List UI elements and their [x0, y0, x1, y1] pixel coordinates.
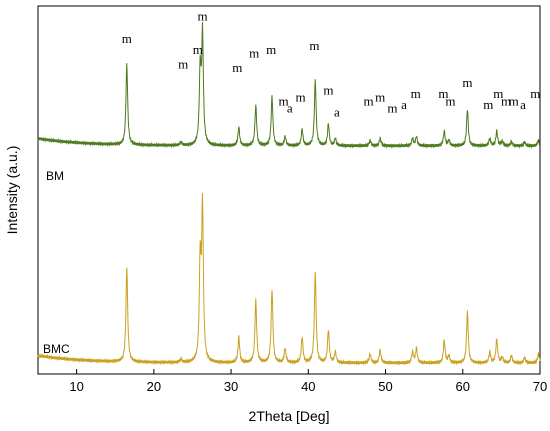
peak-label: m [249, 46, 259, 61]
series-label-bm: BM [46, 169, 64, 183]
peak-label: m [438, 86, 448, 101]
series-line-bm [37, 22, 541, 149]
x-tick-label: 70 [533, 379, 547, 394]
peak-label: m [122, 31, 132, 46]
peak-label: m [445, 93, 455, 108]
peak-label: m [483, 97, 493, 112]
x-tick-label: 60 [456, 379, 470, 394]
peak-label: m [363, 93, 373, 108]
peak-label: m [387, 101, 397, 116]
peak-label: m [266, 42, 276, 57]
peak-label: m [462, 75, 472, 90]
peak-label: a [287, 101, 293, 116]
x-tick-label: 30 [224, 379, 238, 394]
peak-label: m [375, 90, 385, 105]
y-axis-title: Intensity (a.u.) [4, 146, 20, 235]
peak-label: m [501, 93, 511, 108]
plot-frame [37, 5, 541, 375]
series-line-bmc [37, 192, 541, 366]
peak-label: a [334, 104, 340, 119]
x-tick-label: 10 [69, 379, 83, 394]
peak-label: m [411, 86, 421, 101]
peak-label: m [279, 93, 289, 108]
x-tick-label: 50 [378, 379, 392, 394]
x-axis: 10 20 30 40 50 60 70 [69, 369, 547, 394]
series-label-bmc: BMC [43, 342, 70, 356]
peak-label: m [530, 86, 540, 101]
series-layer [37, 22, 541, 366]
peak-label: m [197, 9, 207, 24]
x-tick-label: 40 [301, 379, 315, 394]
peak-label: a [401, 97, 407, 112]
x-tick-label: 20 [147, 379, 161, 394]
peak-label: a [520, 97, 526, 112]
peak-label: m [493, 86, 503, 101]
peak-label: m [323, 82, 333, 97]
peak-label: m [309, 38, 319, 53]
peak-label: m [193, 42, 203, 57]
peak-label: m [178, 57, 188, 72]
peak-label: m [509, 93, 519, 108]
peak-label: m [232, 60, 242, 75]
peak-label: m [296, 90, 306, 105]
x-axis-title: 2Theta [Deg] [249, 408, 330, 424]
